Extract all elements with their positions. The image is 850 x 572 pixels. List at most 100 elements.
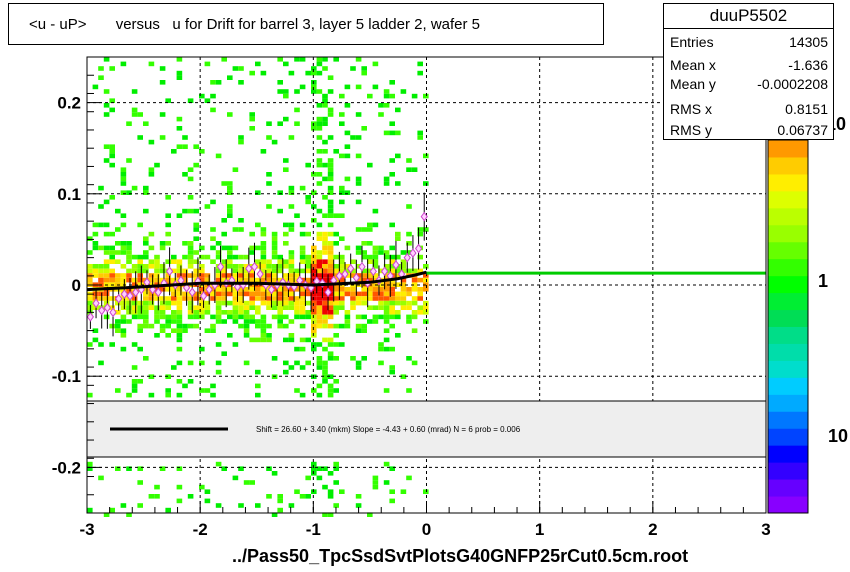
heatmap-cell — [204, 254, 211, 260]
heatmap-cell — [171, 319, 177, 324]
heatmap-cell — [210, 296, 216, 301]
heatmap-cell — [243, 291, 250, 297]
heatmap-cell — [423, 300, 429, 306]
heatmap-cell — [227, 190, 233, 195]
heatmap-cell — [316, 319, 323, 324]
heatmap-cell — [260, 296, 267, 301]
heatmap-cell — [406, 356, 412, 361]
heatmap-cell — [417, 277, 423, 283]
heatmap-cell — [243, 273, 250, 278]
heatmap-cell — [255, 319, 261, 324]
heatmap-cell — [176, 305, 183, 310]
heatmap-cell — [255, 277, 261, 283]
y-tick-label: -0.2 — [52, 458, 81, 477]
heatmap-cell — [355, 296, 362, 301]
heatmap-cell — [148, 167, 155, 172]
heatmap-cell — [294, 360, 300, 366]
heatmap-cell — [361, 241, 367, 246]
heatmap-cell — [299, 222, 306, 228]
heatmap-cell — [176, 328, 183, 333]
heatmap-cell — [215, 291, 222, 297]
heatmap-cell — [171, 254, 177, 260]
heatmap-cell — [215, 342, 222, 347]
heatmap-cell — [92, 305, 99, 310]
heatmap-cell — [137, 264, 143, 269]
heatmap-cell — [148, 273, 155, 278]
heatmap-cell — [344, 264, 351, 269]
heatmap-cell — [283, 314, 289, 320]
heatmap-cell — [238, 291, 244, 297]
heatmap-cell — [159, 310, 166, 315]
heatmap-cell — [411, 314, 418, 320]
heatmap-cell — [182, 268, 188, 274]
profile-point — [335, 271, 343, 281]
heatmap-cell — [103, 314, 110, 320]
heatmap-cell — [143, 264, 149, 269]
heatmap-cell — [165, 392, 171, 398]
heatmap-cell — [277, 310, 283, 315]
heatmap-cell — [367, 259, 373, 264]
heatmap-cell — [171, 365, 177, 370]
heatmap-cell — [232, 342, 239, 347]
heatmap-cell — [400, 489, 407, 494]
heatmap-cell — [126, 190, 132, 195]
heatmap-cell — [350, 300, 356, 306]
heatmap-cell — [367, 287, 373, 292]
heatmap-cell — [355, 365, 362, 370]
heatmap-cell — [406, 314, 412, 320]
heatmap-cell — [171, 296, 177, 301]
heatmap-cell — [159, 80, 166, 85]
heatmap-cell — [148, 323, 155, 329]
heatmap-cell — [260, 323, 267, 329]
heatmap-cell — [294, 300, 300, 306]
heatmap-cell — [367, 162, 373, 168]
heatmap-cell — [215, 80, 222, 85]
heatmap-cell — [316, 172, 323, 177]
heatmap-cell — [389, 498, 395, 504]
colorbar-segment — [768, 394, 808, 412]
heatmap-cell — [238, 268, 244, 274]
heatmap-cell — [92, 268, 99, 274]
heatmap-cell — [361, 328, 367, 333]
heatmap-cell — [215, 250, 222, 255]
heatmap-cell — [154, 264, 160, 269]
heatmap-cell — [288, 222, 295, 228]
heatmap-cell — [187, 360, 194, 366]
heatmap-cell — [143, 254, 149, 260]
heatmap-cell — [215, 287, 222, 292]
heatmap-cell — [182, 296, 188, 301]
heatmap-cell — [154, 162, 160, 168]
heatmap-cell — [283, 93, 289, 99]
heatmap-cell — [143, 121, 149, 126]
heatmap-cell — [260, 328, 267, 333]
heatmap-cell — [294, 305, 300, 310]
heatmap-cell — [389, 254, 395, 260]
heatmap-cell — [249, 273, 255, 278]
heatmap-cell — [126, 305, 132, 310]
heatmap-cell — [159, 287, 166, 292]
stat-label: Mean y — [670, 76, 716, 92]
heatmap-cell — [126, 310, 132, 315]
colorbar-segment — [768, 360, 808, 378]
heatmap-cell — [423, 319, 429, 324]
heatmap-cell — [316, 149, 323, 154]
heatmap-cell — [193, 310, 199, 315]
heatmap-cell — [316, 356, 323, 361]
heatmap-cell — [327, 259, 334, 264]
heatmap-cell — [406, 300, 412, 306]
heatmap-cell — [227, 300, 233, 306]
heatmap-cell — [339, 112, 345, 117]
heatmap-cell — [417, 254, 423, 260]
heatmap-cell — [176, 484, 183, 490]
heatmap-cell — [316, 264, 323, 269]
heatmap-cell — [109, 231, 115, 237]
heatmap-cell — [210, 314, 216, 320]
heatmap-cell — [389, 268, 395, 274]
heatmap-cell — [271, 277, 278, 283]
heatmap-cell — [120, 213, 127, 218]
heatmap-cell — [344, 319, 351, 324]
profile-point — [98, 305, 106, 316]
heatmap-cell — [283, 259, 289, 264]
heatmap-cell — [367, 222, 373, 228]
heatmap-cell — [339, 323, 345, 329]
